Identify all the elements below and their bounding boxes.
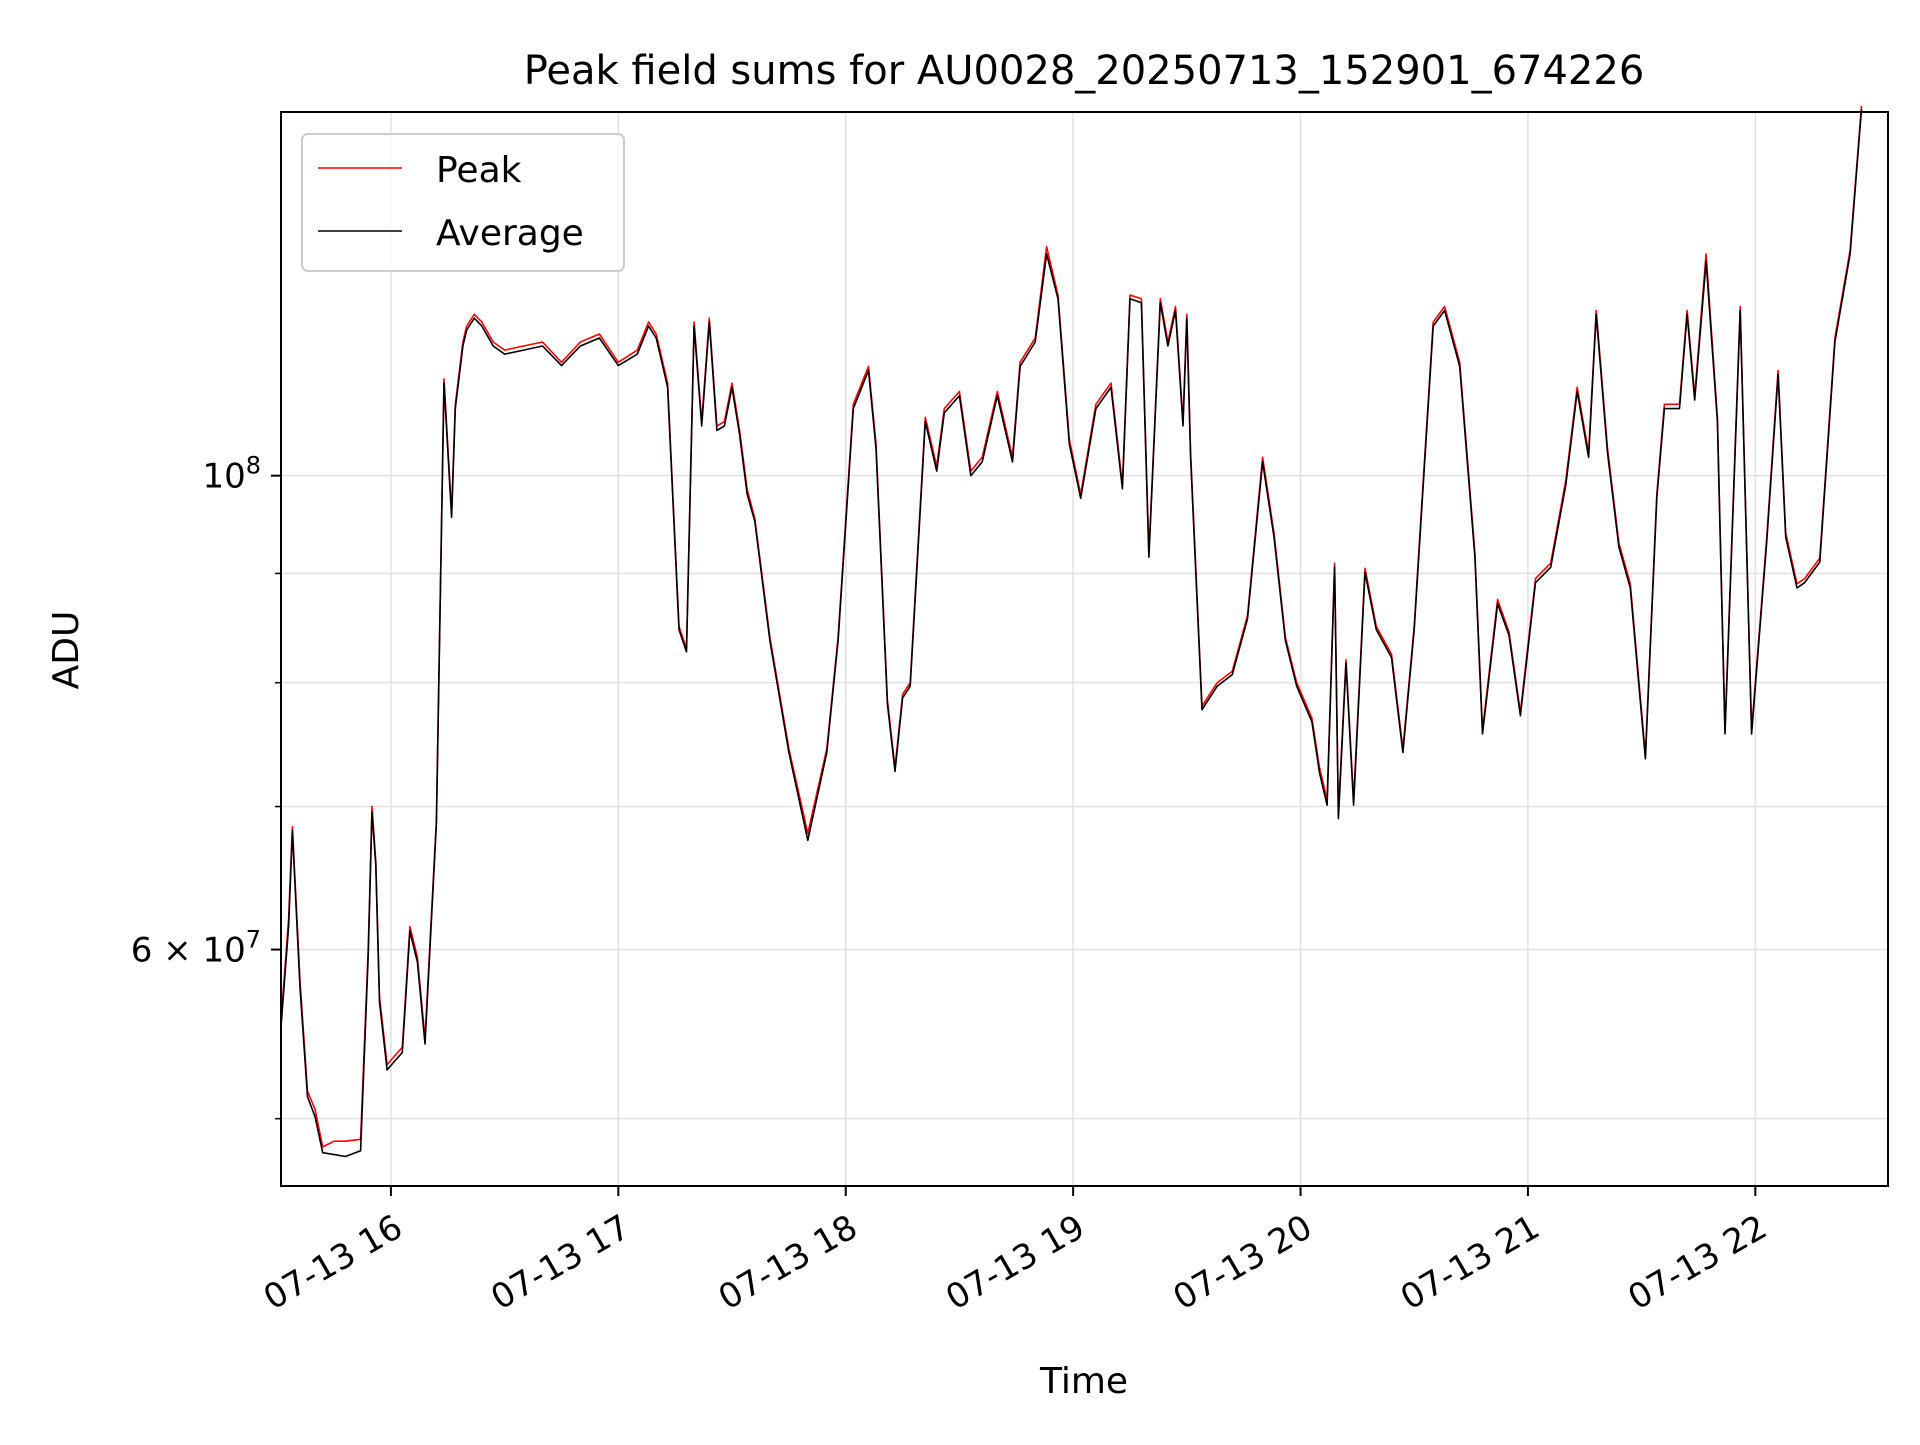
series-layer <box>280 105 1863 1158</box>
legend-label-average: Average <box>436 213 584 254</box>
legend-label-peak: Peak <box>436 150 522 191</box>
plot-frame <box>280 111 1889 1187</box>
y-tick-label: 6 × 107 <box>131 926 261 971</box>
y-axis-label: ADU <box>46 611 87 690</box>
x-axis-label: Time <box>1039 1361 1128 1402</box>
chart-title: Peak field sums for AU0028_20250713_1529… <box>524 48 1645 94</box>
legend: Peak Average <box>301 133 625 272</box>
series-line-average <box>280 108 1863 1158</box>
